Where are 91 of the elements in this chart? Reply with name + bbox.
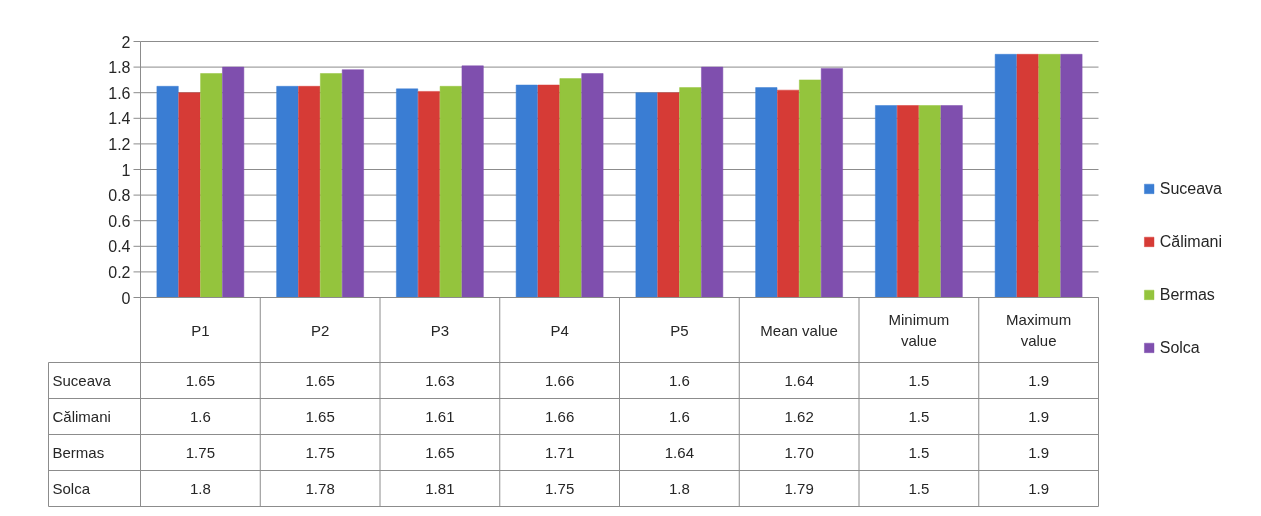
data-label: 1.70 <box>784 443 814 461</box>
x-tick-label: P2 <box>310 321 330 339</box>
bar <box>679 87 702 298</box>
y-tick-label: 0.4 <box>108 238 131 256</box>
data-label: 1.9 <box>1028 479 1050 497</box>
bar <box>559 78 582 298</box>
y-tick-label: 2 <box>121 33 131 51</box>
data-label: 1.6 <box>668 407 690 425</box>
legend-label: Bermas <box>1159 285 1215 304</box>
x-tick-label: Minimum value <box>888 311 950 349</box>
data-label: 1.6 <box>189 407 211 425</box>
x-tick-label: P1 <box>191 321 210 339</box>
y-tick-label: 1.4 <box>108 110 131 128</box>
data-label: 1.63 <box>425 371 455 389</box>
x-tick-label: P4 <box>550 321 569 339</box>
text: Solca <box>52 480 91 497</box>
data-label: 1.9 <box>1028 443 1050 461</box>
data-label: 1.61 <box>425 407 455 425</box>
x-tick-label: P5 <box>670 321 689 339</box>
data-label: 1.64 <box>784 371 814 389</box>
bar <box>657 92 680 298</box>
bar <box>994 54 1017 298</box>
data-label: 1.5 <box>908 407 930 425</box>
data-label: 1.65 <box>305 407 335 425</box>
x-tick-label: Maximum value <box>1006 311 1072 349</box>
bar <box>417 91 440 298</box>
bar <box>799 79 822 298</box>
bar <box>701 66 724 298</box>
bar <box>635 92 658 298</box>
bar <box>875 105 898 298</box>
data-label: 1.75 <box>305 443 335 461</box>
bar <box>777 89 800 298</box>
bar <box>341 69 364 298</box>
bar <box>755 87 778 298</box>
x-tick-label: P3 <box>430 321 450 339</box>
legend-label: Solca <box>1159 338 1200 357</box>
data-label: 1.81 <box>425 479 455 497</box>
data-label: 1.9 <box>1028 371 1050 389</box>
bar <box>820 68 843 298</box>
bar <box>461 65 484 298</box>
bar <box>940 105 963 298</box>
data-label: 1.8 <box>668 479 690 497</box>
bar <box>200 73 223 298</box>
bar <box>896 105 919 298</box>
x-tick-label: Mean value <box>760 321 838 339</box>
bar <box>156 86 179 298</box>
y-tick-label: 0 <box>121 289 131 307</box>
y-tick-label: 0.6 <box>108 212 131 230</box>
legend-label: Călimani <box>1159 232 1222 251</box>
bar <box>276 86 299 298</box>
bar <box>515 84 538 298</box>
text: Suceava <box>52 372 111 389</box>
data-label: 1.75 <box>185 443 215 461</box>
data-label: 1.78 <box>305 479 335 497</box>
bar <box>396 88 419 298</box>
bar <box>320 73 343 298</box>
bar <box>298 86 321 298</box>
data-label: 1.75 <box>545 479 575 497</box>
data-label: 1.5 <box>908 443 930 461</box>
y-tick-label: 1.2 <box>108 135 131 153</box>
bar <box>222 66 245 298</box>
data-label: 1.66 <box>545 407 575 425</box>
data-label: 1.5 <box>908 479 930 497</box>
data-label: 1.62 <box>784 407 814 425</box>
data-label: 1.65 <box>185 371 215 389</box>
y-tick-label: 1 <box>121 161 131 179</box>
data-label: 1.5 <box>908 371 930 389</box>
data-label: 1.6 <box>668 371 690 389</box>
data-label: 1.66 <box>545 371 575 389</box>
bar <box>439 86 462 298</box>
bar <box>918 105 941 298</box>
bar <box>178 92 201 298</box>
data-label: 1.71 <box>545 443 575 461</box>
bar <box>1016 54 1039 298</box>
text: Bermas <box>52 444 105 461</box>
y-tick-label: 0.2 <box>108 263 131 281</box>
bar <box>581 73 604 298</box>
data-label: 1.65 <box>425 443 455 461</box>
y-tick-label: 1.8 <box>108 59 131 77</box>
legend-label: Suceava <box>1159 179 1222 198</box>
y-tick-label: 1.6 <box>108 84 131 102</box>
data-label: 1.65 <box>305 371 335 389</box>
bar <box>537 84 560 298</box>
y-tick-label: 0.8 <box>108 187 131 205</box>
text: Călimani <box>52 408 111 425</box>
data-label: 1.64 <box>664 443 694 461</box>
data-label: 1.9 <box>1028 407 1050 425</box>
data-label: 1.79 <box>784 479 814 497</box>
data-label: 1.8 <box>189 479 211 497</box>
bar <box>1038 54 1061 298</box>
bar <box>1060 54 1083 298</box>
